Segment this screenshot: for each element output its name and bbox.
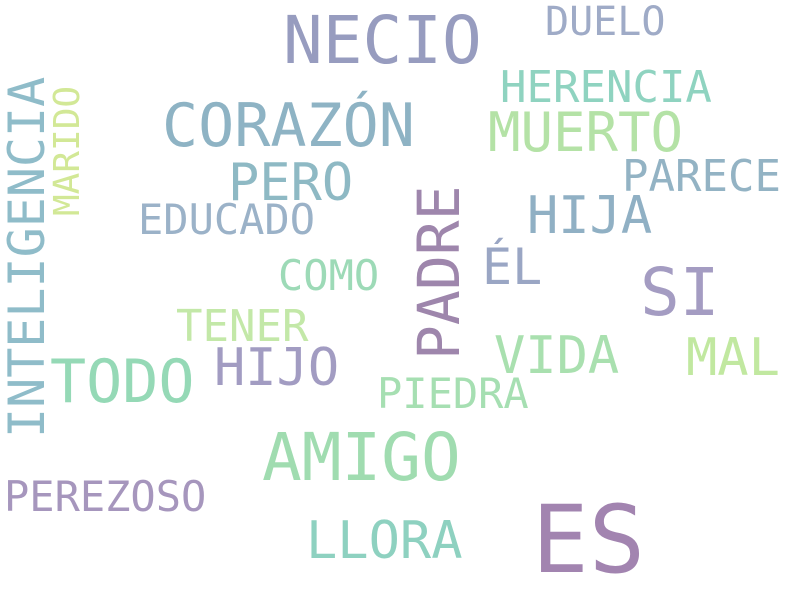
word-inteligencia: INTELIGENCIA [0, 76, 56, 438]
word-duelo: DUELO [545, 0, 666, 45]
word-marido: MARIDO [47, 85, 88, 216]
word-padre: PADRE [405, 185, 473, 360]
word-llora: LLORA [306, 511, 463, 571]
word-parece: PARECE [622, 151, 781, 202]
word-tener: TENER [176, 301, 309, 352]
word-todo: TODO [50, 347, 195, 417]
word-mal: MAL [686, 328, 780, 388]
word-herencia: HERENCIA [500, 62, 712, 113]
word-pero: PERO [228, 153, 354, 213]
word-amigo: AMIGO [262, 419, 461, 496]
word-como: COMO [278, 251, 380, 300]
word-hijo: HIJO [214, 338, 340, 398]
word-muerto: MUERTO [488, 101, 684, 164]
word-educado: EDUCADO [138, 195, 316, 244]
word-hija: HIJA [527, 186, 653, 246]
word-es: ES [532, 486, 646, 595]
word-vida: VIDA [494, 326, 620, 386]
word-corazon: CORAZÓN [162, 91, 415, 161]
word-necio: NECIO [283, 2, 482, 79]
word-piedra: PIEDRA [377, 369, 529, 418]
word-si: SI [640, 254, 720, 331]
word-perezoso: PEREZOSO [4, 472, 207, 521]
word-el: ÉL [482, 238, 543, 296]
